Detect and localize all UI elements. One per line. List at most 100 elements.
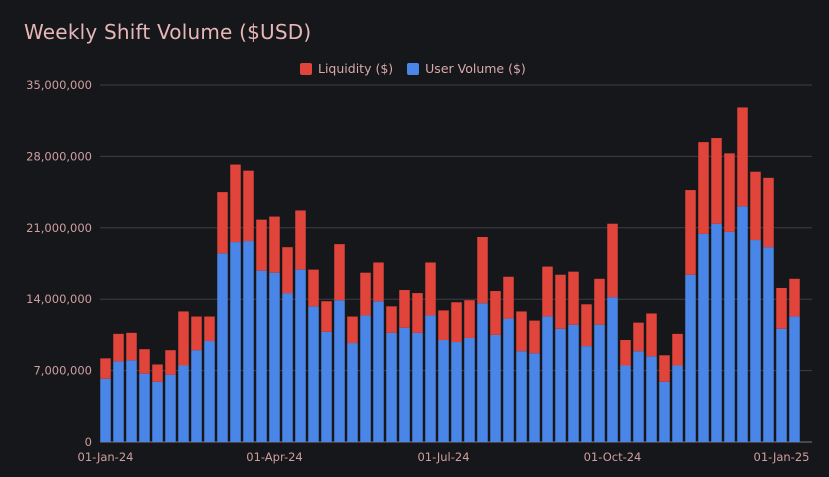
bar-liquidity[interactable] bbox=[659, 355, 670, 382]
bar-user-volume[interactable] bbox=[386, 332, 397, 442]
legend-item-liquidity[interactable]: Liquidity ($) bbox=[300, 61, 393, 76]
bar-liquidity[interactable] bbox=[724, 153, 735, 232]
bar-user-volume[interactable] bbox=[139, 373, 150, 442]
bar-liquidity[interactable] bbox=[282, 247, 293, 294]
bar-liquidity[interactable] bbox=[438, 310, 449, 340]
bar-user-volume[interactable] bbox=[295, 269, 306, 442]
bar-liquidity[interactable] bbox=[373, 262, 384, 302]
bar-liquidity[interactable] bbox=[243, 170, 254, 242]
bar-liquidity[interactable] bbox=[191, 316, 202, 351]
bar-user-volume[interactable] bbox=[269, 272, 280, 442]
bar-liquidity[interactable] bbox=[269, 216, 280, 273]
bar-user-volume[interactable] bbox=[230, 242, 241, 442]
bar-user-volume[interactable] bbox=[425, 315, 436, 442]
bar-user-volume[interactable] bbox=[490, 334, 501, 442]
bar-user-volume[interactable] bbox=[776, 328, 787, 442]
bar-liquidity[interactable] bbox=[477, 236, 488, 304]
bar-user-volume[interactable] bbox=[477, 303, 488, 442]
bar-user-volume[interactable] bbox=[399, 327, 410, 442]
bar-user-volume[interactable] bbox=[217, 253, 228, 442]
bar-user-volume[interactable] bbox=[373, 301, 384, 442]
bar-liquidity[interactable] bbox=[256, 219, 267, 271]
bar-user-volume[interactable] bbox=[165, 374, 176, 442]
bar-liquidity[interactable] bbox=[620, 340, 631, 366]
bar-liquidity[interactable] bbox=[490, 291, 501, 335]
bar-liquidity[interactable] bbox=[139, 349, 150, 374]
bar-user-volume[interactable] bbox=[633, 351, 644, 442]
bar-user-volume[interactable] bbox=[100, 378, 111, 442]
bar-user-volume[interactable] bbox=[113, 361, 124, 442]
bar-user-volume[interactable] bbox=[646, 356, 657, 442]
bar-user-volume[interactable] bbox=[542, 316, 553, 442]
bar-liquidity[interactable] bbox=[568, 271, 579, 325]
bar-liquidity[interactable] bbox=[295, 210, 306, 270]
bar-user-volume[interactable] bbox=[620, 365, 631, 443]
bar-liquidity[interactable] bbox=[334, 244, 345, 301]
bar-user-volume[interactable] bbox=[698, 233, 709, 442]
bar-user-volume[interactable] bbox=[685, 274, 696, 442]
bar-liquidity[interactable] bbox=[529, 320, 540, 354]
bar-liquidity[interactable] bbox=[217, 192, 228, 254]
bar-liquidity[interactable] bbox=[321, 301, 332, 332]
bar-user-volume[interactable] bbox=[711, 223, 722, 442]
bar-liquidity[interactable] bbox=[633, 322, 644, 352]
bar-user-volume[interactable] bbox=[308, 306, 319, 442]
bar-user-volume[interactable] bbox=[503, 318, 514, 442]
bar-liquidity[interactable] bbox=[152, 364, 163, 382]
bar-liquidity[interactable] bbox=[464, 300, 475, 338]
bar-user-volume[interactable] bbox=[126, 360, 137, 442]
bar-user-volume[interactable] bbox=[360, 315, 371, 442]
bar-user-volume[interactable] bbox=[750, 240, 761, 442]
bar-liquidity[interactable] bbox=[360, 272, 371, 316]
bar-liquidity[interactable] bbox=[308, 269, 319, 307]
bar-liquidity[interactable] bbox=[425, 262, 436, 316]
bar-user-volume[interactable] bbox=[568, 324, 579, 442]
bar-user-volume[interactable] bbox=[789, 316, 800, 442]
bar-user-volume[interactable] bbox=[737, 206, 748, 442]
bar-user-volume[interactable] bbox=[516, 351, 527, 442]
bar-liquidity[interactable] bbox=[672, 333, 683, 366]
bar-user-volume[interactable] bbox=[464, 337, 475, 442]
bar-liquidity[interactable] bbox=[113, 333, 124, 362]
bar-user-volume[interactable] bbox=[438, 340, 449, 442]
bar-liquidity[interactable] bbox=[776, 287, 787, 329]
bar-user-volume[interactable] bbox=[256, 270, 267, 442]
bar-user-volume[interactable] bbox=[204, 341, 215, 442]
bar-user-volume[interactable] bbox=[243, 241, 254, 442]
bar-user-volume[interactable] bbox=[607, 297, 618, 442]
bar-user-volume[interactable] bbox=[672, 365, 683, 443]
bar-user-volume[interactable] bbox=[724, 231, 735, 442]
legend-item-user-volume[interactable]: User Volume ($) bbox=[407, 61, 526, 76]
bar-user-volume[interactable] bbox=[334, 300, 345, 442]
bar-liquidity[interactable] bbox=[386, 306, 397, 333]
bar-user-volume[interactable] bbox=[347, 343, 358, 442]
bar-user-volume[interactable] bbox=[594, 324, 605, 442]
bar-liquidity[interactable] bbox=[685, 190, 696, 275]
bar-liquidity[interactable] bbox=[399, 290, 410, 328]
bar-liquidity[interactable] bbox=[542, 266, 553, 317]
bar-liquidity[interactable] bbox=[516, 311, 527, 352]
bar-liquidity[interactable] bbox=[451, 302, 462, 343]
bar-liquidity[interactable] bbox=[646, 313, 657, 357]
bar-liquidity[interactable] bbox=[178, 311, 189, 366]
bar-user-volume[interactable] bbox=[178, 365, 189, 443]
bar-user-volume[interactable] bbox=[763, 247, 774, 442]
bar-liquidity[interactable] bbox=[581, 304, 592, 347]
bar-user-volume[interactable] bbox=[282, 293, 293, 442]
bar-liquidity[interactable] bbox=[698, 142, 709, 234]
bar-user-volume[interactable] bbox=[412, 332, 423, 442]
bar-user-volume[interactable] bbox=[321, 331, 332, 442]
bar-liquidity[interactable] bbox=[737, 107, 748, 207]
bar-liquidity[interactable] bbox=[594, 278, 605, 325]
bar-liquidity[interactable] bbox=[789, 278, 800, 317]
bar-user-volume[interactable] bbox=[529, 353, 540, 442]
bar-user-volume[interactable] bbox=[555, 328, 566, 442]
bar-liquidity[interactable] bbox=[711, 138, 722, 224]
bar-user-volume[interactable] bbox=[451, 342, 462, 442]
bar-liquidity[interactable] bbox=[347, 316, 358, 344]
bar-liquidity[interactable] bbox=[204, 316, 215, 342]
bar-liquidity[interactable] bbox=[750, 171, 761, 241]
bar-liquidity[interactable] bbox=[412, 293, 423, 333]
bar-liquidity[interactable] bbox=[165, 350, 176, 375]
bar-user-volume[interactable] bbox=[659, 381, 670, 442]
